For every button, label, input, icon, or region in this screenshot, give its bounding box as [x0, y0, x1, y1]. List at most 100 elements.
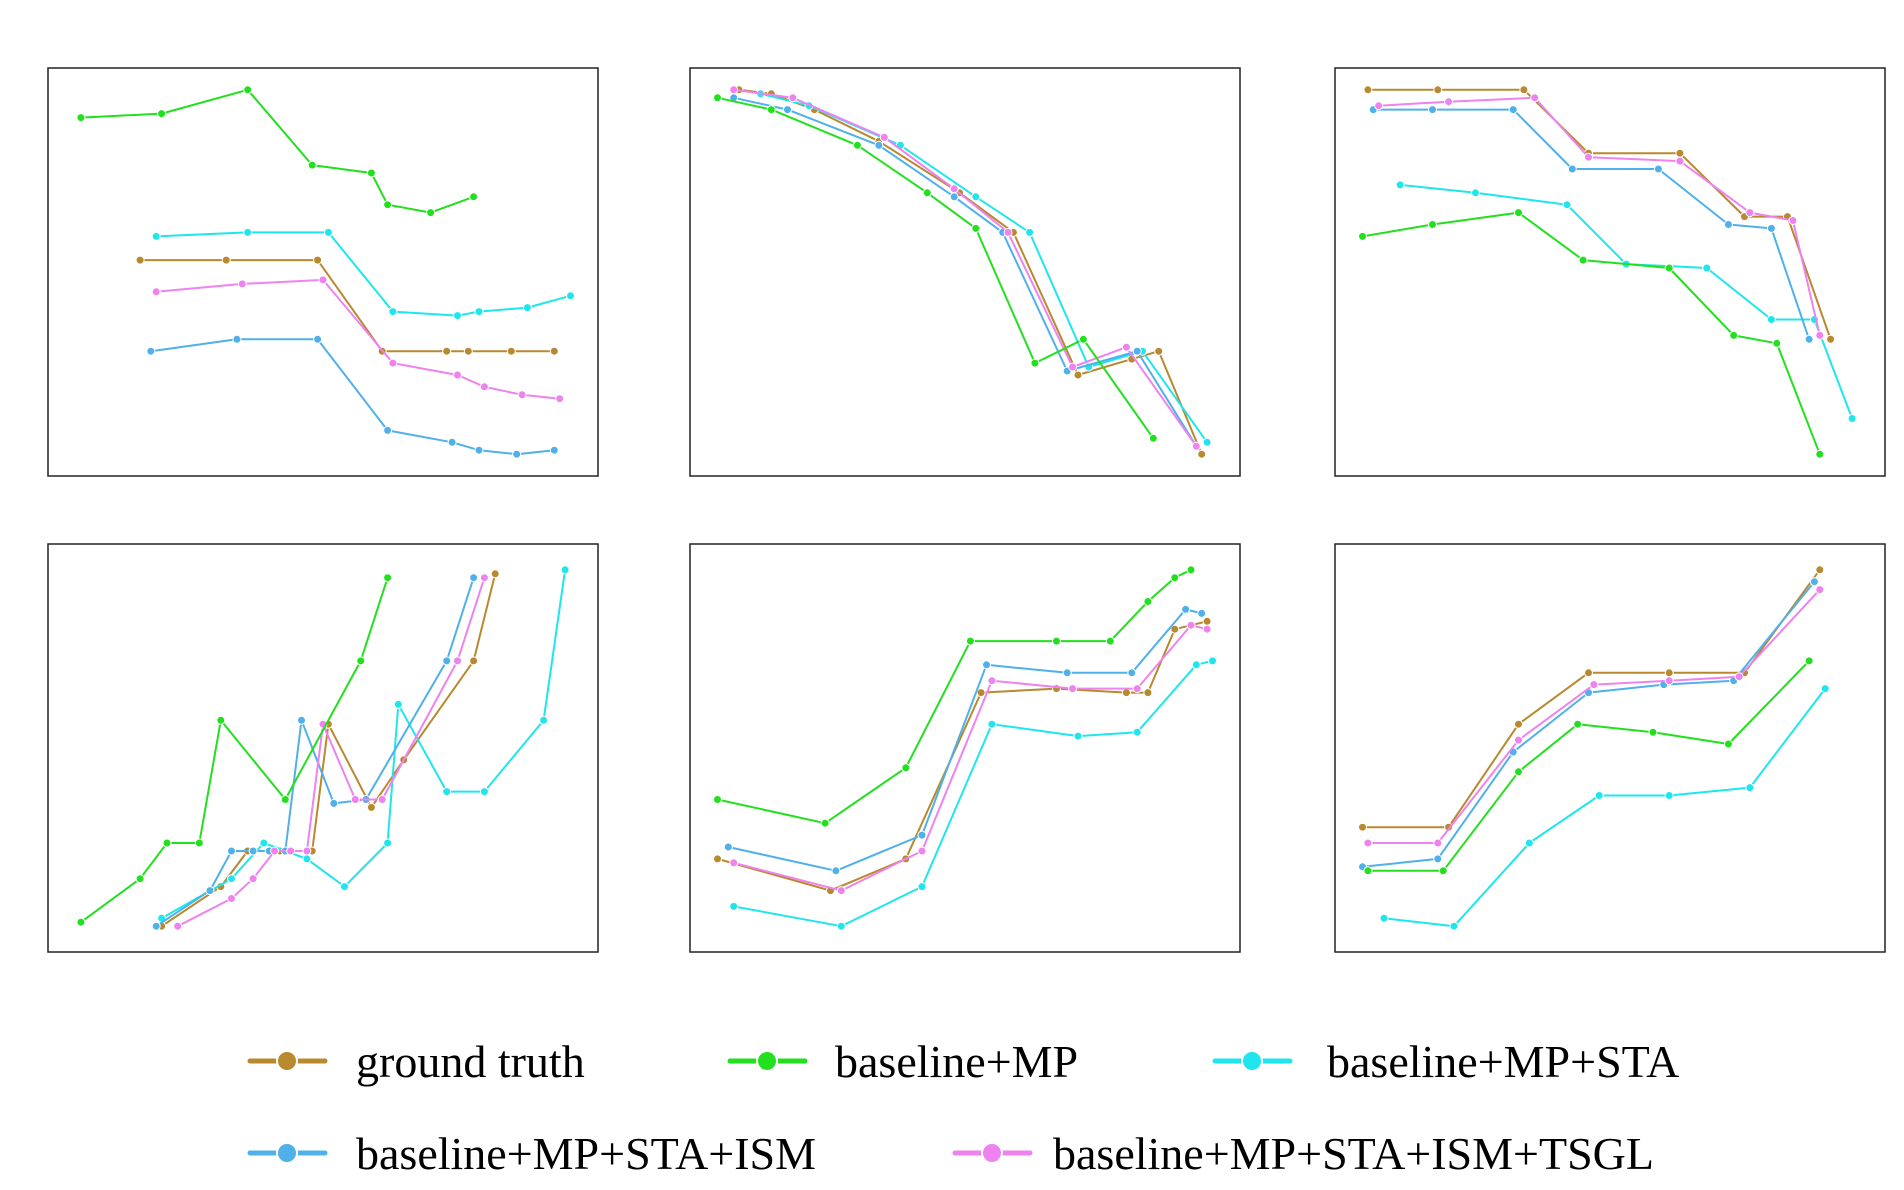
data-point: [151, 921, 161, 931]
data-point: [522, 303, 532, 313]
series-line: [156, 231, 571, 317]
data-point: [922, 188, 932, 198]
series-baseline-mp-sta-ism-tsgl: [729, 85, 1201, 451]
data-point: [1363, 866, 1373, 876]
legend-item-baseline-mp-sta-ism: baseline+MP+STA+ISM: [247, 1128, 816, 1179]
data-point: [783, 105, 792, 115]
series-line: [80, 88, 474, 214]
series-baseline-mp: [713, 93, 1158, 443]
plot-frame: [1334, 67, 1886, 477]
data-point: [227, 894, 236, 903]
data-point: [1121, 688, 1131, 698]
series-baseline-mp: [76, 85, 479, 218]
data-point: [713, 795, 722, 804]
data-point: [474, 307, 484, 317]
data-point: [1154, 346, 1164, 356]
chart-panel-1: [47, 67, 599, 477]
series-line: [1373, 108, 1811, 340]
data-point: [151, 287, 161, 297]
data-point: [1444, 97, 1454, 107]
data-point: [1589, 680, 1599, 690]
data-point: [1170, 573, 1180, 583]
data-point: [1514, 767, 1523, 777]
legend-label: baseline+MP+STA+ISM: [356, 1128, 816, 1179]
chart-panel-6: [1334, 543, 1886, 953]
data-point: [1003, 227, 1013, 237]
data-point: [1358, 231, 1367, 241]
data-point: [1567, 164, 1577, 174]
series-baseline-mp: [1358, 208, 1825, 459]
data-point: [227, 874, 236, 884]
data-point: [1584, 668, 1593, 678]
series-line: [80, 577, 389, 924]
series-baseline-mp-sta-ism-tsgl: [1374, 93, 1825, 340]
data-point: [1143, 597, 1153, 606]
data-point: [1815, 330, 1825, 340]
data-point: [356, 656, 366, 666]
data-point: [1524, 838, 1534, 848]
series-line: [728, 608, 1202, 872]
legend-label: baseline+MP+STA: [1327, 1036, 1679, 1087]
series-baseline-mp-sta-ism: [1368, 105, 1814, 344]
chart-panels: [47, 67, 1886, 953]
data-point: [971, 192, 981, 202]
data-point: [442, 656, 452, 666]
data-point: [270, 846, 280, 856]
data-point: [917, 830, 927, 840]
data-point: [1078, 334, 1088, 344]
data-point: [221, 255, 231, 265]
data-point: [216, 715, 226, 725]
series-baseline-mp-sta-ism-tsgl: [173, 573, 489, 931]
data-point: [1508, 105, 1518, 115]
data-point: [729, 901, 739, 911]
data-point: [1826, 334, 1836, 344]
data-point: [1745, 208, 1755, 218]
data-point: [1573, 719, 1583, 729]
data-point: [1062, 668, 1072, 678]
data-point: [555, 394, 565, 404]
data-point: [1594, 791, 1604, 800]
data-point: [1648, 727, 1658, 737]
data-point: [162, 838, 172, 848]
data-point: [1734, 672, 1744, 682]
data-point: [1202, 616, 1212, 626]
data-point: [463, 346, 473, 356]
data-point: [874, 140, 884, 150]
data-point: [248, 874, 258, 884]
data-point: [469, 656, 479, 666]
data-point: [1772, 338, 1782, 348]
data-point: [447, 437, 457, 447]
series-baseline-mp-sta: [151, 227, 575, 321]
data-point: [1433, 854, 1443, 864]
data-point: [1766, 223, 1776, 233]
legend-swatch-marker: [1241, 1050, 1263, 1072]
data-point: [135, 874, 145, 884]
data-point: [917, 846, 927, 856]
data-point: [1514, 735, 1523, 745]
series-line: [733, 96, 1198, 447]
data-point: [307, 160, 317, 170]
data-point: [713, 854, 722, 864]
data-point: [1675, 156, 1685, 166]
data-point: [1664, 676, 1674, 686]
data-point: [76, 917, 86, 927]
data-point: [1025, 227, 1035, 237]
legend-label: ground truth: [356, 1036, 585, 1087]
series-baseline-mp: [76, 573, 393, 927]
series-line: [733, 88, 1198, 447]
data-point: [852, 140, 862, 150]
data-point: [469, 573, 479, 583]
data-point: [1766, 315, 1776, 324]
data-point: [723, 842, 733, 852]
legend: ground truth baseline+MP baseline+MP+STA…: [247, 1036, 1679, 1179]
data-point: [566, 291, 575, 301]
data-point: [1578, 255, 1588, 265]
data-point: [227, 846, 236, 856]
series-line: [1378, 96, 1821, 336]
series-baseline-mp-sta: [1379, 684, 1830, 931]
data-point: [377, 795, 387, 804]
data-point: [1073, 370, 1083, 380]
series-line: [717, 96, 1155, 439]
data-point: [836, 921, 846, 931]
